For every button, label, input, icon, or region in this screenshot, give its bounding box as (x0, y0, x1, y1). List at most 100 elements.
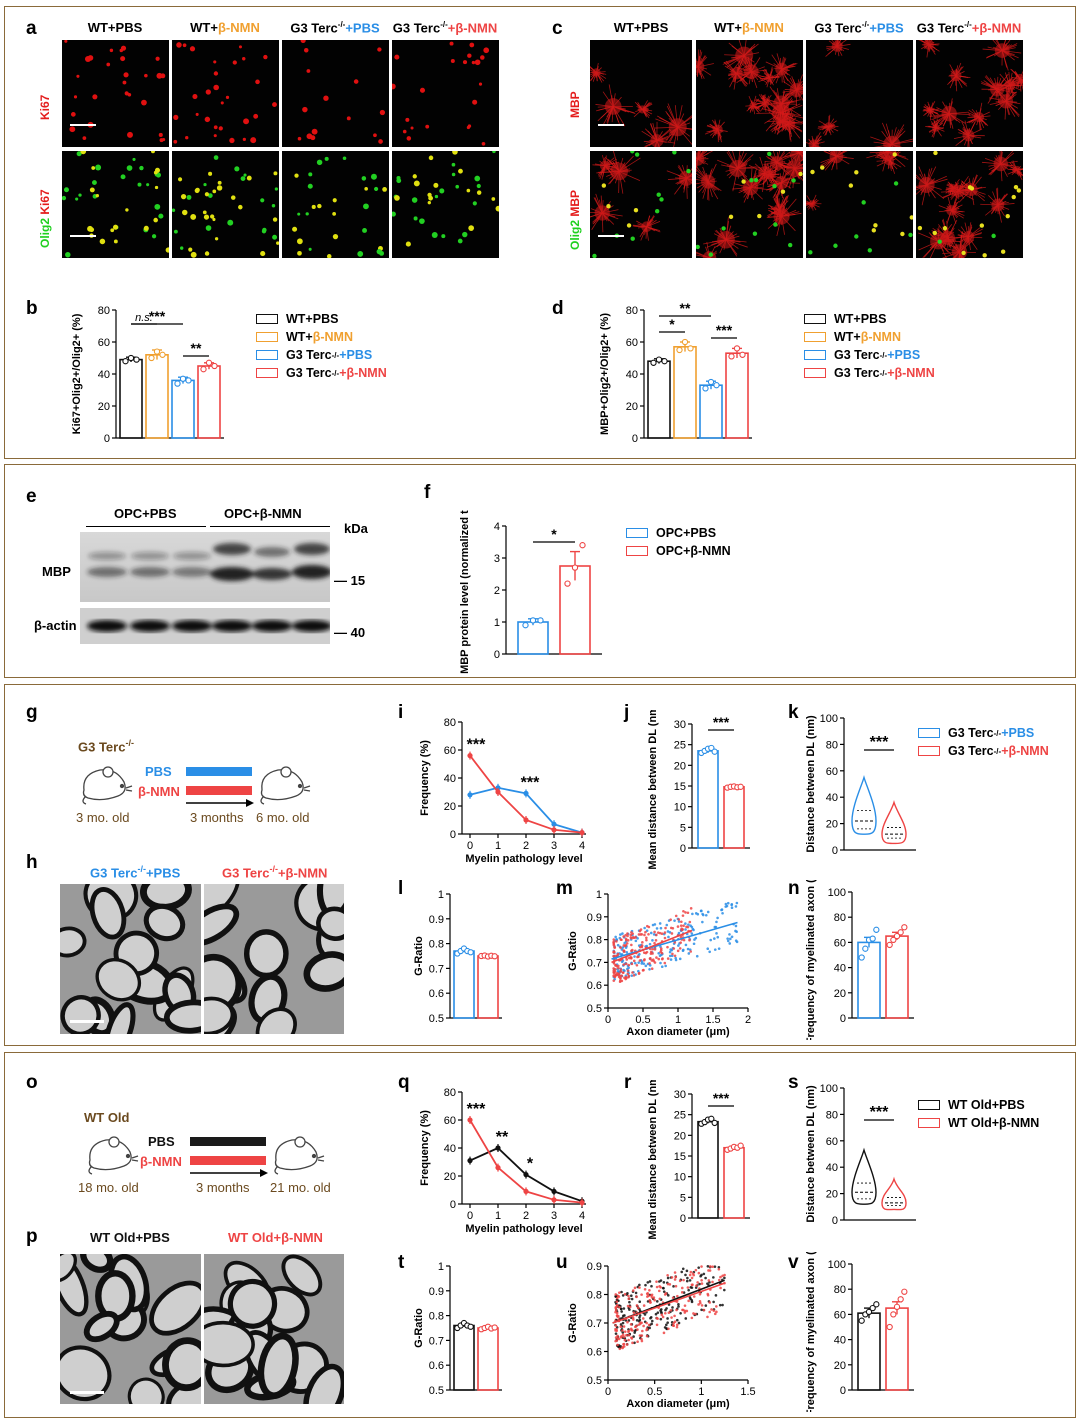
legend-label: OPC+β-NMN (656, 544, 731, 558)
panel-label-t: t (398, 1252, 405, 1273)
scatter-point (666, 945, 669, 949)
scatter-point (622, 935, 625, 938)
scatter-point (640, 933, 644, 936)
data-point (728, 353, 735, 360)
scatter-point (621, 1314, 625, 1318)
scatter-point (715, 1305, 718, 1308)
scatter-point (700, 1282, 704, 1285)
scatter-point (612, 938, 616, 941)
micrograph-a-merge-wt-nmn (172, 151, 279, 258)
lane-bracket-pbs (86, 526, 206, 527)
marker-15: — 15 (334, 573, 366, 588)
bar (723, 786, 745, 849)
x-axis-label: Myelin pathology level (465, 853, 582, 865)
scatter-point (677, 918, 681, 921)
column-title: G3 Terc-/-+PBS (290, 20, 380, 36)
lane-group-pbs: OPC+PBS (114, 506, 177, 521)
scatter-point (614, 1332, 618, 1335)
scatter-point (713, 937, 716, 940)
scatter-point (634, 1291, 638, 1295)
scatter-point (670, 932, 674, 935)
scatter-point (637, 1323, 640, 1327)
scatter-point (631, 1289, 635, 1292)
scatter-point (706, 910, 710, 914)
fit-line (611, 929, 693, 964)
scatter-point (613, 975, 616, 978)
scatter-point (653, 961, 657, 964)
scatter-point (673, 941, 677, 944)
x-tick-label: 1 (495, 840, 501, 852)
scatter-point (622, 1307, 626, 1310)
scatter-point (686, 925, 690, 929)
y-tick-label: 40 (826, 1162, 838, 1174)
scatter-point (640, 945, 644, 949)
legend-label: G3 Terc (286, 366, 332, 380)
scatter-point (698, 1282, 701, 1286)
data-point (702, 385, 709, 392)
scatter-point (626, 969, 630, 972)
scatter-point (645, 950, 649, 954)
lane-group-nmn: OPC+β-NMN (224, 506, 302, 521)
scatter-point (650, 959, 654, 962)
scatter-point (728, 933, 731, 936)
legend-entry: G3 Terc -/- +PBS (256, 346, 387, 364)
scatter-point (621, 1329, 624, 1332)
scatter-point (682, 938, 686, 942)
scatter-point (644, 930, 647, 934)
scatter-point (614, 935, 617, 939)
micrograph-c-mbp-g3-nmn (916, 40, 1023, 147)
significance-label: *** (467, 737, 486, 754)
data-point (579, 542, 586, 549)
scatter-point (663, 961, 667, 965)
scatter-point (688, 920, 692, 924)
micrograph-a-ki67-wt-nmn (172, 40, 279, 147)
timeline-start-o: 18 mo. old (78, 1180, 139, 1195)
bar (723, 1146, 745, 1219)
y-tick-label: 20 (444, 1171, 456, 1183)
y-tick-label: 100 (828, 887, 846, 899)
scatter-point (656, 1311, 660, 1314)
scatter-point (612, 967, 615, 970)
scatter-point (721, 911, 724, 915)
y-tick-label: 20 (674, 760, 686, 772)
legend-entry: G3 Terc -/- +PBS (804, 346, 935, 364)
scatter-point (700, 1308, 703, 1312)
scatter-point (686, 1286, 690, 1289)
scatter-point (642, 1304, 646, 1307)
data-point (650, 359, 657, 366)
scatter-point (658, 1280, 661, 1283)
scatter-point (653, 930, 656, 934)
scatter-point (664, 964, 667, 968)
data-point (495, 1145, 501, 1151)
data-point (523, 790, 529, 796)
fit-line (611, 921, 738, 960)
data-point (873, 1301, 880, 1308)
scatter-point (662, 1290, 666, 1293)
mouse-icon-start-o (88, 1136, 139, 1175)
bar (647, 360, 671, 439)
mouse-icon-end-o (274, 1136, 325, 1175)
y-tick-label: 30 (674, 719, 686, 731)
scatter-point (656, 931, 660, 934)
legend-label: G3 Terc (948, 744, 994, 758)
legend-d: WT+PBS WT+ β-NMN G3 Terc -/- +PBS G3 Terc -/- +β… (804, 310, 935, 382)
treatment-label-nmn-o: β-NMN (140, 1154, 182, 1169)
bar (885, 1307, 909, 1391)
scatter-point (645, 924, 649, 928)
scatter-point (726, 937, 729, 940)
scatter-point (648, 962, 651, 965)
y-tick-label: 40 (444, 1143, 456, 1155)
y-tick-label: 0.5 (429, 1013, 444, 1025)
scatter-point (708, 1301, 712, 1304)
legend-label: OPC+PBS (656, 526, 717, 540)
scatter-point (680, 920, 683, 924)
data-point (890, 936, 897, 944)
section-1-frame (4, 6, 1076, 459)
bar (197, 365, 221, 439)
y-tick-label: 100 (828, 1259, 846, 1271)
y-tick-label: 0.9 (587, 912, 602, 924)
scatter-point (689, 950, 692, 953)
significance-label: *** (870, 1104, 889, 1121)
scatter-point (682, 924, 685, 928)
y-tick-label: 100 (820, 1083, 838, 1095)
